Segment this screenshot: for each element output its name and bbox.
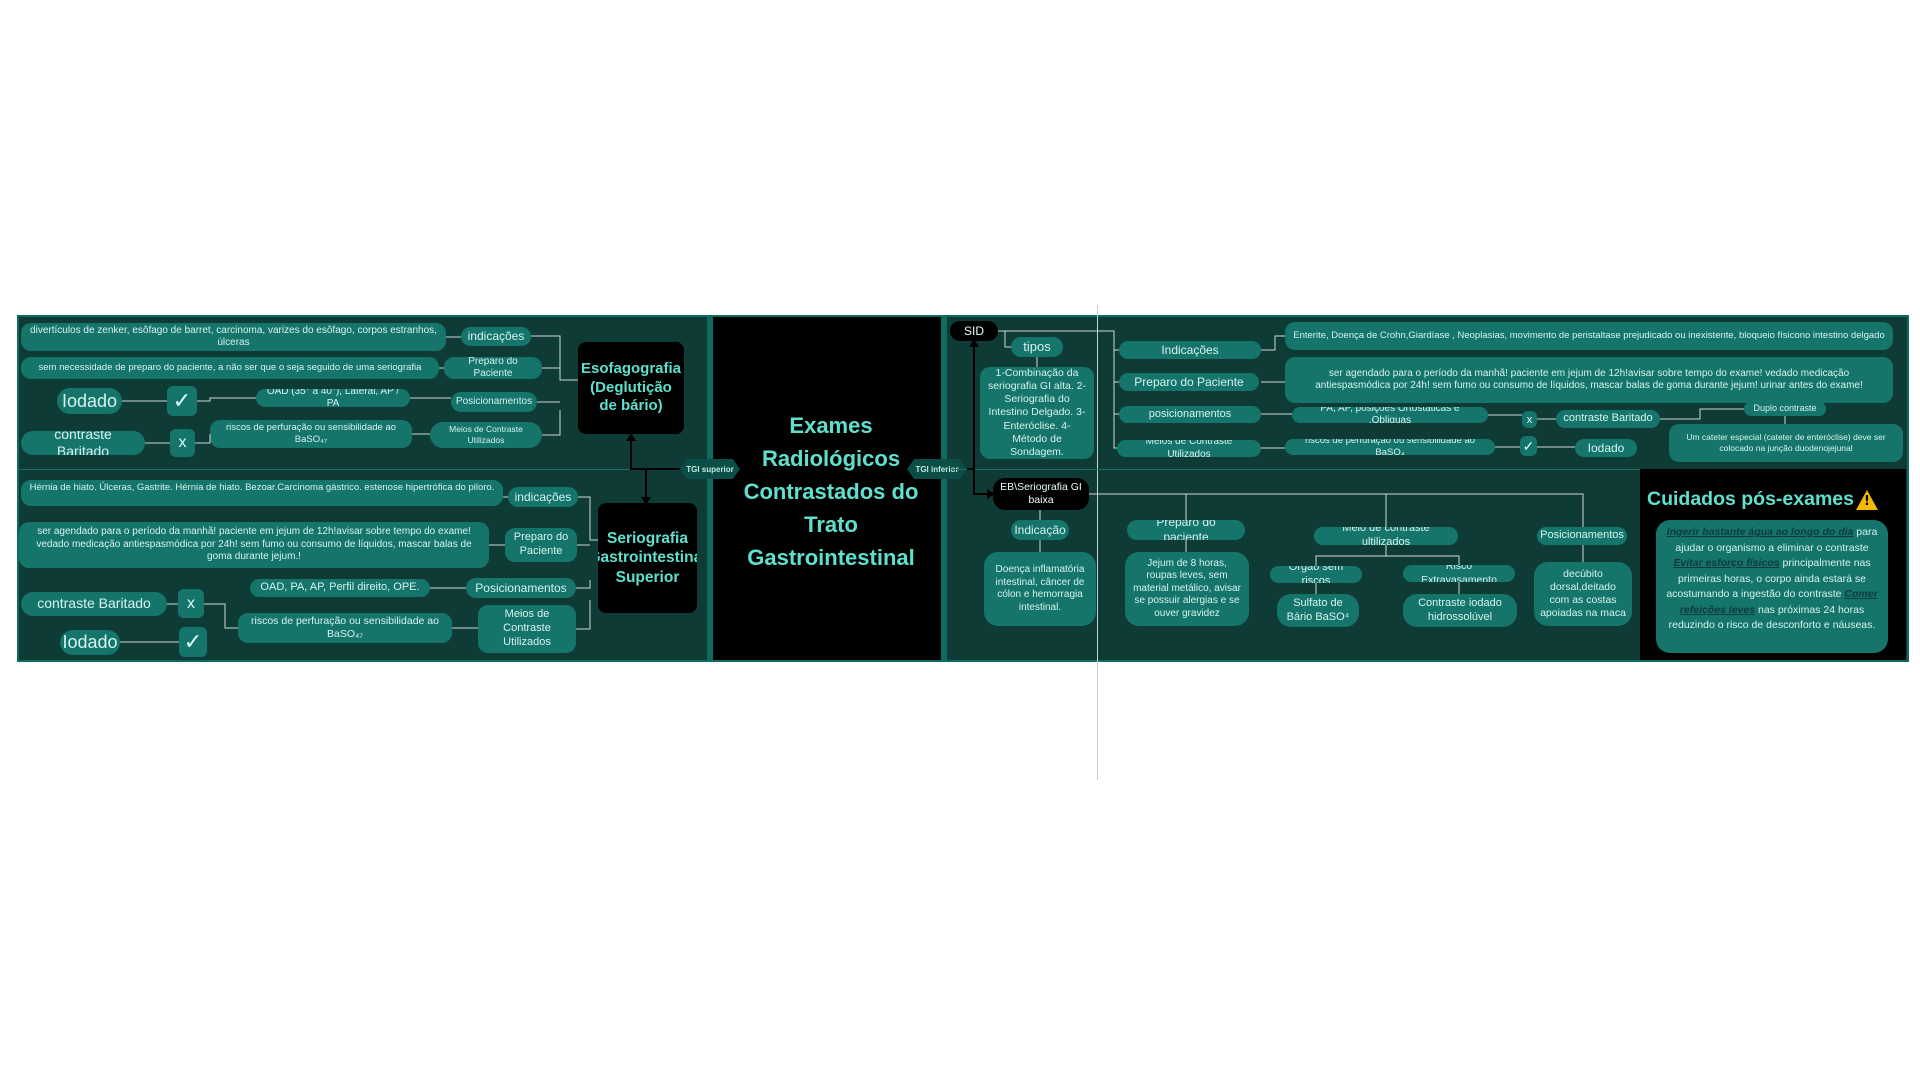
seriografia-indicacoes-text: Hérnia de hiato. Úlceras, Gastrite. Hérn… [21,480,503,506]
cuidados-item-3-text: nas próximas 24 horas reduzindo o risco … [1668,603,1876,632]
sid-meios-label[interactable]: Meios de Contraste Utilizados [1117,440,1261,457]
x-icon: x [178,589,204,618]
sid-duplo-contraste: Duplo contraste [1744,402,1826,416]
sid-indicacoes-label[interactable]: Indicações [1119,341,1261,359]
check-icon: ✓ [167,386,197,416]
cuidados-item-3-emphasis: Comer refeições leves [1679,588,1878,616]
cuidados-item-2-text: principalmente nas primeiras horas, o co… [1666,557,1871,600]
sid-preparo-text: ser agendado para o período da manhã! pa… [1285,357,1893,403]
esofago-meios-label[interactable]: Meios de Contraste Utilizados [430,422,542,448]
center-panel: Exames Radiológicos Contrastados do Trat… [707,317,947,660]
eb-orgao-text: Sulfato de Bário BaSO⁴ [1277,594,1359,627]
eb-indicacao-text: Doença inflamatória intestinal, câncer d… [984,552,1096,626]
esofago-iodado: Iodado [57,388,122,414]
cuidados-text-box: Ingerir bastante água ao longo do dia pa… [1656,520,1888,653]
sid-posicionamentos-label[interactable]: posicionamentos [1119,406,1261,423]
sid-meios-text: riscos de perfuração ou sensibilidade ao… [1285,439,1495,455]
seriografia-preparo-text: ser agendado para o período da manhã! pa… [19,522,489,568]
sid-title[interactable]: SID [950,321,998,341]
esofago-preparo-label[interactable]: Preparo do Paciente [444,357,542,379]
esofago-title[interactable]: Esofagografia (Deglutição de bário) [578,342,684,434]
sid-tipos-label[interactable]: tipos [1011,337,1063,357]
cuidados-title-row: Cuidados pós-exames ! [1647,488,1902,511]
eb-preparo-label[interactable]: Preparo do paciente [1127,520,1245,540]
seriografia-iodado: Iodado [60,630,120,655]
esofago-indicacoes-text: divertículos de zenker, esôfago de barre… [21,323,446,351]
esofago-indicacoes-label[interactable]: indicações [461,327,531,346]
sid-cateter-text: Um cateter especial (cateter de enterócl… [1669,424,1903,462]
esofago-posicionamentos-label[interactable]: Posicionamentos [451,392,537,412]
eb-risco-text: Contraste iodado hidrossolúvel [1403,594,1517,627]
check-icon: ✓ [179,627,207,657]
cuidados-item-1-emphasis: Ingerir bastante água ao longo do dia [1666,526,1854,538]
seriografia-meios-label[interactable]: Meios de Contraste Utilizados [478,605,576,653]
eb-title[interactable]: EB\Seriografia GI baixa [993,478,1089,510]
seriografia-indicacoes-label[interactable]: indicações [508,487,578,507]
esofago-meios-text: riscos de perfuração ou sensibilidade ao… [210,420,412,448]
cuidados-item-1-text: para ajudar o organismo a eliminar o con… [1675,526,1878,554]
seriografia-preparo-label[interactable]: Preparo do Paciente [505,528,577,562]
x-icon: x [170,429,195,457]
esofago-posicionamentos-text: OAD (35° a 40°), Lateral, AP / PA [256,389,410,407]
eb-posicionamentos-text: decúbito dorsal,deitado com as costas ap… [1534,562,1632,626]
eb-orgao-label[interactable]: Órgão sem riscos [1270,566,1362,583]
eb-meio-label[interactable]: Meio de contraste ultilizados [1314,527,1458,545]
sid-preparo-label[interactable]: Preparo do Paciente [1119,373,1259,391]
sid-tipos-text: 1-Combinação da seriografia GI alta. 2-S… [980,367,1094,459]
esofago-preparo-text: sem necessidade de preparo do paciente, … [21,357,439,379]
eb-risco-label[interactable]: Risco Extravasamento [1403,565,1515,582]
left-divider [19,469,679,470]
seriografia-meios-text: riscos de perfuração ou sensibilidade ao… [238,613,452,643]
eb-preparo-text: Jejum de 8 horas, roupas leves, sem mate… [1125,552,1249,626]
sid-iodado: Iodado [1575,439,1637,457]
right-divider [950,469,1640,470]
tag-tgi-superior: TGI superior [680,459,740,479]
x-icon: x [1522,411,1537,428]
sid-posicionamentos-text: PA, AP, posições Ortostáticas e .Obliqua… [1292,407,1488,423]
seriografia-baritado: contraste Baritado [21,592,167,616]
eb-posicionamentos-label[interactable]: Posicionamentos [1537,527,1627,545]
sid-baritado: contraste Baritado [1556,410,1660,428]
center-title: Exames Radiológicos Contrastados do Trat… [743,413,919,570]
sid-indicacoes-text: Enterite, Doença de Crohn,Giardíase , Ne… [1285,322,1893,350]
eb-indicacao-label[interactable]: Indicação [1011,520,1069,540]
warning-icon: ! [1855,489,1878,510]
check-icon: ✓ [1520,436,1537,456]
seriografia-posicionamentos-label[interactable]: Posicionamentos [466,578,576,598]
seriografia-title[interactable]: Seriografia Gastrointestinal Superior [598,503,697,613]
guide-line [1097,305,1098,780]
cuidados-item-2-emphasis: Evitar esforço físicos [1673,557,1780,569]
esofago-baritado: contraste Baritado [21,431,145,455]
cuidados-title: Cuidados pós-exames [1647,488,1854,510]
tag-tgi-inferior: TGI inferior [907,459,967,479]
seriografia-posicionamentos-text: OAD, PA, AP, Perfil direito, OPE. [250,579,430,597]
